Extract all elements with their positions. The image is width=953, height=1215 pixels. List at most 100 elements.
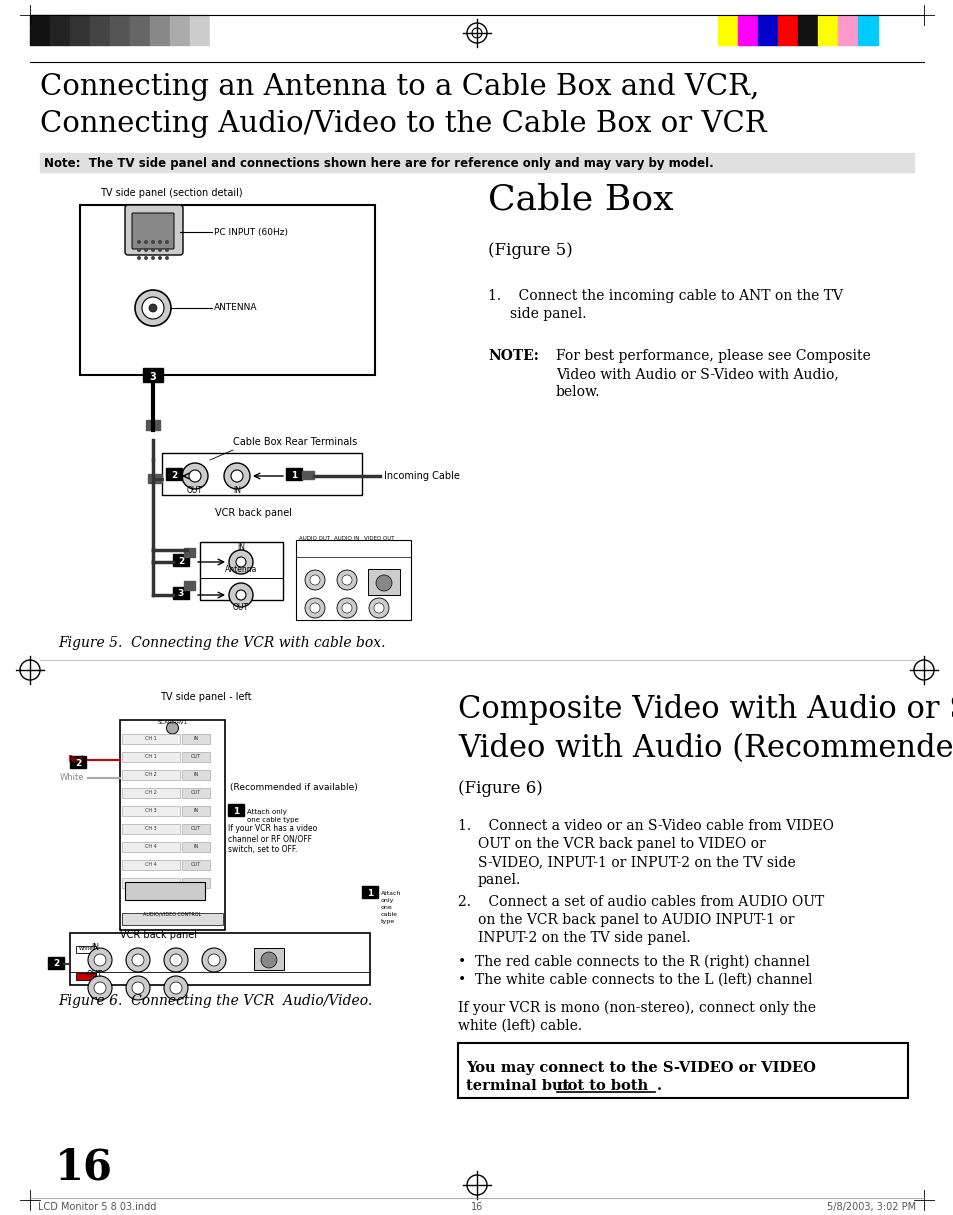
Bar [90, 15, 110, 45]
Circle shape [305, 570, 325, 590]
Bar [286, 468, 302, 480]
Text: OUT: OUT [191, 863, 201, 868]
Text: below.: below. [556, 385, 599, 399]
Circle shape [261, 953, 276, 968]
Circle shape [189, 470, 201, 482]
Bar [302, 471, 314, 479]
Text: 5/8/2003, 3:02 PM: 5/8/2003, 3:02 PM [826, 1202, 915, 1213]
Circle shape [164, 948, 188, 972]
Bar [182, 824, 210, 833]
Bar [122, 734, 180, 744]
Text: Connecting Audio/Video to the Cable Box or VCR: Connecting Audio/Video to the Cable Box … [40, 111, 766, 139]
Bar [182, 734, 210, 744]
Text: IN: IN [193, 773, 198, 778]
Bar [48, 957, 64, 970]
Text: 2.    Connect a set of audio cables from AUDIO OUT: 2. Connect a set of audio cables from AU… [457, 895, 823, 909]
Text: CH 2: CH 2 [145, 791, 156, 796]
Circle shape [310, 575, 319, 584]
Text: 2: 2 [171, 470, 177, 480]
Bar [122, 824, 180, 833]
Circle shape [149, 304, 157, 312]
Circle shape [144, 256, 148, 260]
Text: 1: 1 [367, 888, 373, 898]
Circle shape [369, 598, 389, 618]
Circle shape [165, 248, 169, 252]
Circle shape [144, 241, 148, 244]
Text: 16: 16 [55, 1147, 112, 1189]
Text: VCR back panel: VCR back panel [120, 929, 196, 940]
Text: White: White [79, 946, 93, 951]
Text: IN: IN [193, 736, 198, 741]
Circle shape [158, 256, 162, 260]
Bar [70, 756, 86, 768]
Text: PC INPUT (60Hz): PC INPUT (60Hz) [213, 227, 288, 237]
Bar [122, 912, 223, 925]
Text: not to both: not to both [557, 1079, 647, 1094]
Text: 2: 2 [177, 556, 184, 565]
Bar [120, 720, 225, 929]
Bar [718, 15, 738, 45]
Text: AUDIO OUT: AUDIO OUT [299, 536, 331, 541]
Text: Connecting an Antenna to a Cable Box and VCR,: Connecting an Antenna to a Cable Box and… [40, 73, 759, 101]
Bar [182, 842, 210, 852]
Bar [122, 770, 180, 780]
Bar [40, 153, 913, 173]
Bar [778, 15, 797, 45]
Bar [172, 587, 189, 599]
Text: CH 1: CH 1 [145, 736, 156, 741]
Text: AUDIO IN: AUDIO IN [334, 536, 359, 541]
Circle shape [165, 241, 169, 244]
Bar [182, 770, 210, 780]
Bar [184, 548, 194, 556]
Bar [182, 752, 210, 762]
Text: NOTE:: NOTE: [488, 349, 538, 363]
Circle shape [229, 550, 253, 573]
Circle shape [88, 948, 112, 972]
Bar [30, 15, 50, 45]
FancyBboxPatch shape [125, 205, 183, 255]
Text: OUT: OUT [191, 755, 201, 759]
Text: If your VCR has a video
channel or RF ON/OFF
switch, set to OFF.: If your VCR has a video channel or RF ON… [228, 824, 317, 854]
Bar [182, 789, 210, 798]
Text: panel.: panel. [477, 874, 520, 887]
Text: 3: 3 [177, 589, 184, 599]
Circle shape [132, 954, 144, 966]
Bar [184, 581, 194, 590]
Text: terminal but: terminal but [465, 1079, 574, 1094]
Circle shape [135, 290, 171, 326]
Bar [122, 789, 180, 798]
Text: Incoming Cable: Incoming Cable [384, 471, 459, 481]
Bar [110, 15, 130, 45]
Text: OUT on the VCR back panel to VIDEO or: OUT on the VCR back panel to VIDEO or [477, 837, 765, 850]
Text: CH 3: CH 3 [145, 826, 156, 831]
Text: OUT: OUT [87, 970, 103, 979]
Bar [210, 15, 230, 45]
Bar [182, 878, 210, 888]
Circle shape [208, 954, 220, 966]
Bar [368, 569, 399, 595]
Text: Composite Video with Audio or S-: Composite Video with Audio or S- [457, 694, 953, 725]
Text: Note:  The TV side panel and connections shown here are for reference only and m: Note: The TV side panel and connections … [44, 157, 713, 170]
Text: •  The red cable connects to the R (right) channel: • The red cable connects to the R (right… [457, 955, 809, 970]
Bar [738, 15, 758, 45]
Text: Antenna: Antenna [225, 565, 257, 573]
Circle shape [374, 603, 384, 614]
Text: CH 4: CH 4 [145, 863, 156, 868]
Text: (Figure 6): (Figure 6) [457, 780, 542, 797]
Circle shape [165, 256, 169, 260]
Text: type: type [380, 919, 395, 923]
Bar [76, 946, 96, 953]
Text: SCART/AV1: SCART/AV1 [157, 720, 188, 725]
Text: 3: 3 [150, 372, 156, 382]
Circle shape [88, 976, 112, 1000]
Circle shape [167, 722, 178, 734]
Text: cable: cable [380, 912, 397, 917]
Circle shape [305, 598, 325, 618]
Text: only: only [380, 898, 394, 903]
Bar [361, 886, 377, 898]
Circle shape [231, 470, 243, 482]
Bar [457, 1042, 907, 1098]
Bar [130, 15, 150, 45]
Bar [122, 878, 180, 888]
Text: IN: IN [193, 844, 198, 849]
